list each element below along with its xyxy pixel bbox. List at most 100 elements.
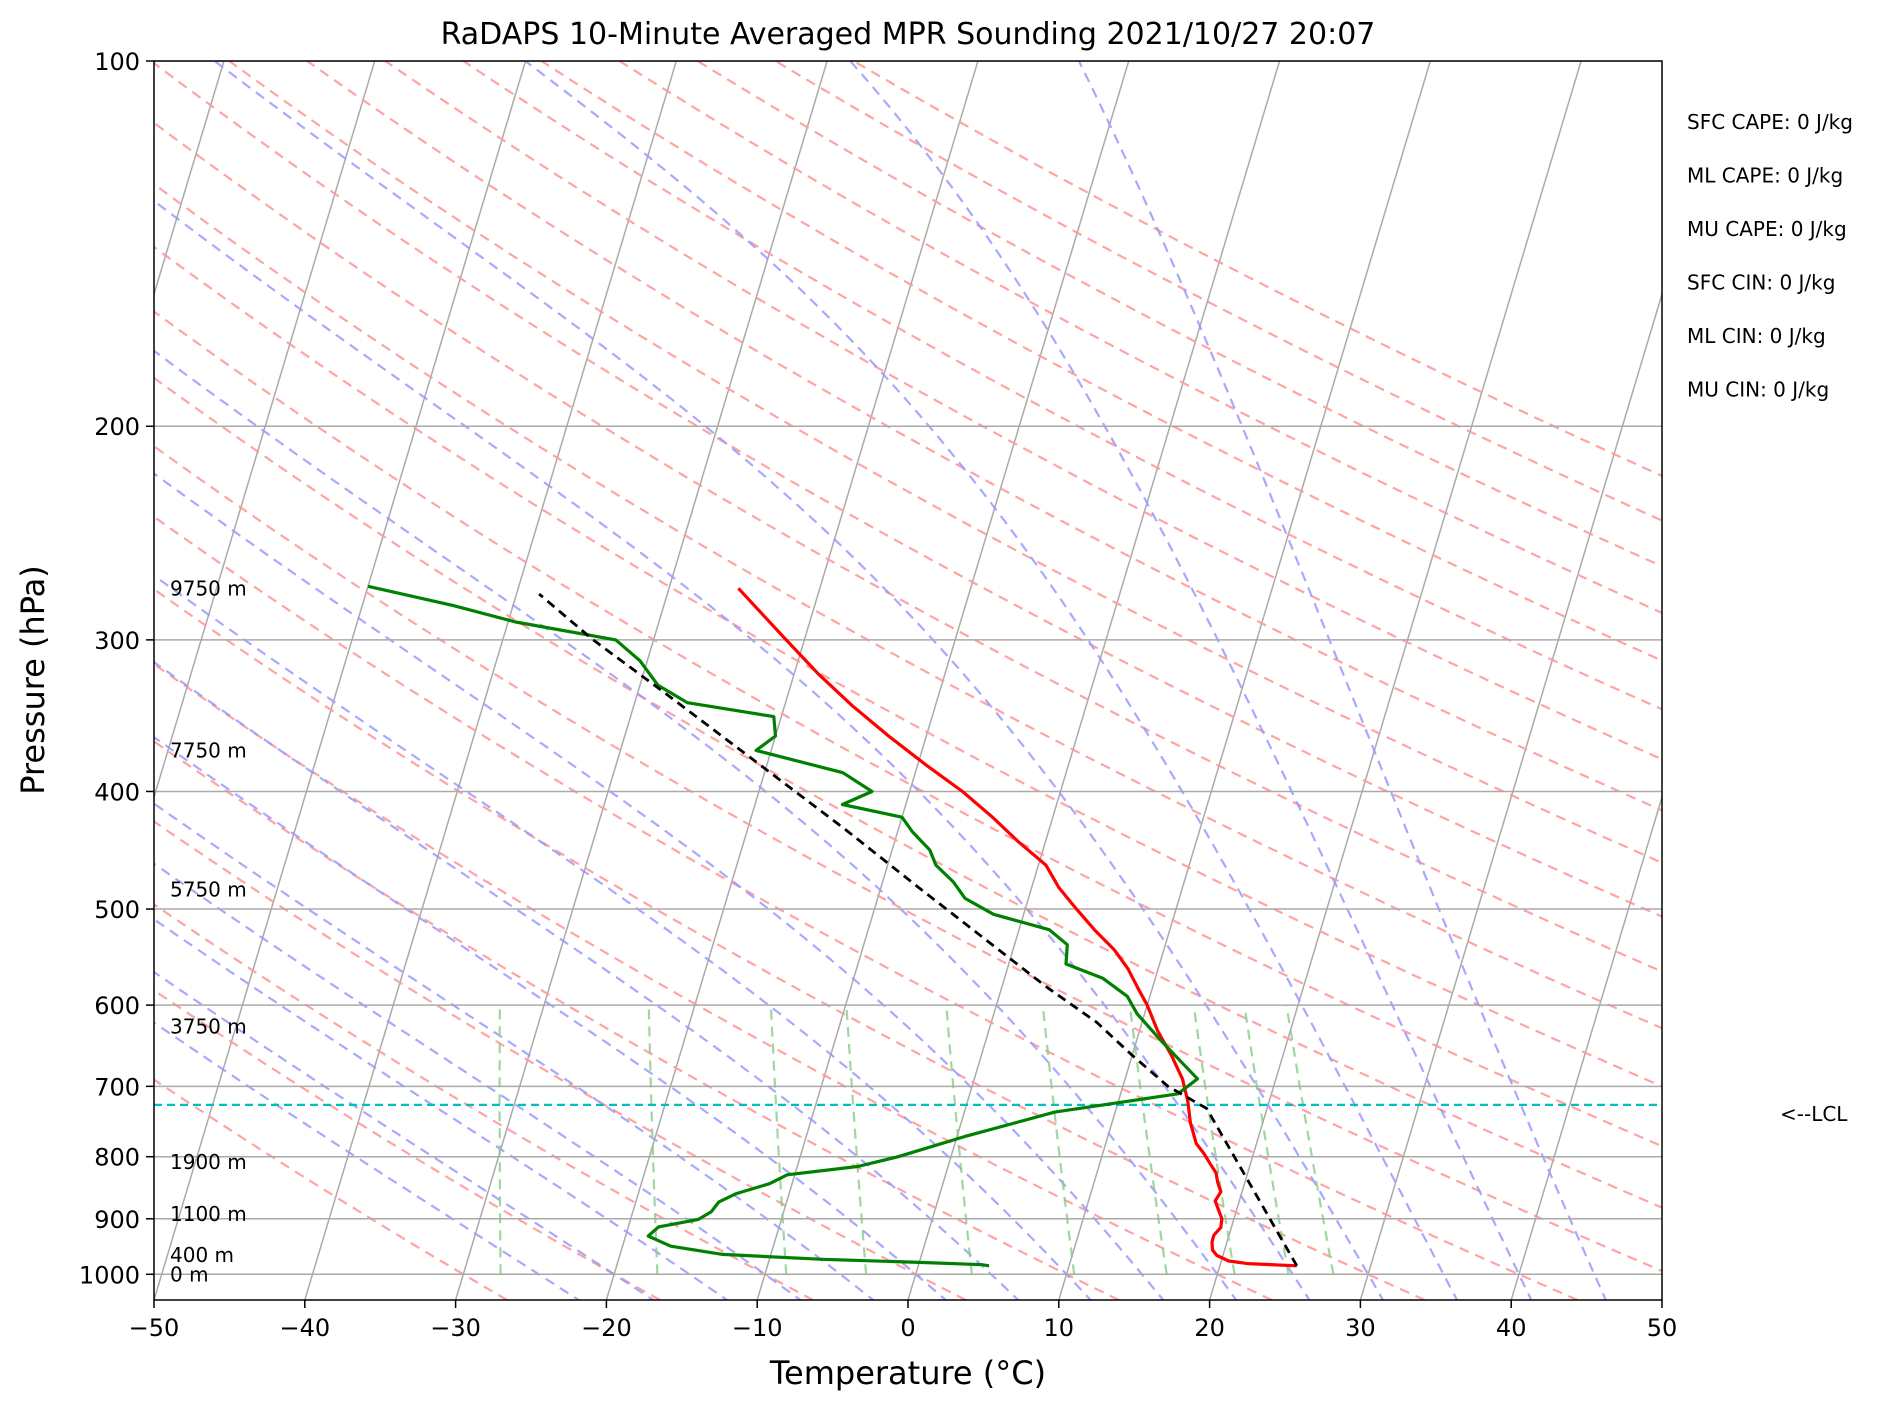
height-label: 0 m [170, 1262, 209, 1286]
dry-adiabat-line [154, 310, 1662, 1148]
mixing-ratio-line [1243, 1004, 1290, 1275]
plot-frame [153, 60, 1663, 1301]
dry-adiabat-line [154, 587, 1426, 1300]
dry-adiabat-line [306, 61, 1662, 812]
moist-adiabat-line [154, 574, 1093, 1300]
isotherm-line [154, 61, 376, 800]
moist-adiabat-line [213, 61, 1385, 1300]
x-tick-label: 0 [900, 1314, 915, 1342]
height-label: 400 m [170, 1243, 234, 1267]
y-tick-label: 300 [94, 627, 140, 655]
dewpoint-line [367, 584, 1200, 1268]
isotherm-line [605, 61, 979, 1300]
dry-adiabat-line [154, 820, 967, 1300]
mixing-ratio-line [1041, 1004, 1076, 1275]
moist-adiabat-line [154, 970, 656, 1300]
index-label: ML CAPE: 0 J/kg [1687, 164, 1843, 188]
isotherm-line [454, 61, 828, 1300]
dry-adiabat-line [154, 61, 1662, 918]
mixing-ratio-line [1285, 1004, 1335, 1275]
y-tick-label: 500 [94, 896, 140, 924]
moist-adiabat-line [154, 918, 729, 1300]
y-tick-label: 400 [94, 778, 140, 806]
index-label: SFC CAPE: 0 J/kg [1687, 110, 1853, 134]
y-tick-label: 200 [94, 413, 140, 441]
height-labels: 9750 m 7750 m 5750 m 3750 m 1900 m 1100 m 400 … [170, 576, 247, 1286]
dry-adiabat-line [154, 903, 814, 1300]
series-layer [367, 584, 1299, 1268]
y-tick-label: 700 [94, 1073, 140, 1101]
dry-adiabat-line [853, 61, 1662, 478]
isotherm-line [154, 61, 527, 1300]
y-tick-label: 100 [94, 48, 140, 76]
y-axis: 100 200 300 400 500 600 700 800 900 1000 [79, 48, 154, 1289]
isotherm-line [154, 61, 225, 297]
moist-adiabat-line [154, 472, 1165, 1300]
isotherm-line [907, 61, 1281, 1300]
mixing-ratio-line [769, 1005, 788, 1275]
x-tick-label: −30 [430, 1314, 481, 1342]
height-label: 7750 m [170, 738, 247, 762]
isotherm-line [1359, 291, 1662, 1300]
dry-adiabat-line [154, 182, 1662, 1030]
mixing-ratio-line [945, 1004, 973, 1275]
isotherm-line [1661, 1297, 1662, 1300]
dry-adiabat-line [154, 245, 1662, 1088]
moist-adiabat-line [524, 61, 1459, 1300]
chart-title: RaDAPS 10-Minute Averaged MPR Sounding 2… [441, 17, 1376, 52]
x-tick-label: −10 [732, 1314, 783, 1342]
moist-adiabat-line [154, 1021, 581, 1300]
dry-adiabat-line [154, 989, 661, 1300]
x-tick-label: 10 [1044, 1314, 1075, 1342]
x-tick-label: 50 [1647, 1314, 1678, 1342]
x-tick-label: 20 [1194, 1314, 1225, 1342]
moist-adiabat-line [154, 660, 1020, 1300]
background-lines [154, 61, 1662, 1300]
y-tick-label: 900 [94, 1206, 140, 1234]
y-tick-label: 600 [94, 992, 140, 1020]
isotherm-line [1058, 61, 1432, 1300]
x-tick-label: 30 [1345, 1314, 1376, 1342]
y-tick-label: 800 [94, 1144, 140, 1172]
mixing-ratio-line [845, 1005, 868, 1275]
dry-adiabat-line [154, 376, 1662, 1209]
x-tick-label: 40 [1496, 1314, 1527, 1342]
parcel-line [538, 592, 1299, 1267]
x-axis-label: Temperature (°C) [769, 1354, 1046, 1392]
dry-adiabat-line [154, 444, 1662, 1273]
moist-adiabat-line [154, 735, 948, 1300]
moist-adiabat-line [154, 349, 1238, 1300]
moist-adiabat-line [1077, 61, 1608, 1300]
y-tick-label: 1000 [79, 1261, 140, 1289]
dry-adiabat-line [540, 61, 1662, 662]
height-label: 1900 m [170, 1150, 247, 1174]
dry-adiabat-line [154, 1078, 508, 1300]
mixing-ratio-line [498, 1005, 502, 1275]
index-label: MU CIN: 0 J/kg [1687, 378, 1829, 402]
x-tick-label: −20 [581, 1314, 632, 1342]
lcl-label: <--LCL [1780, 1102, 1848, 1126]
x-axis: −50 −40 −30 −20 −10 0 10 20 30 40 50 [129, 1300, 1678, 1342]
dry-adiabat-line [154, 515, 1579, 1300]
dry-adiabat-line [618, 61, 1662, 615]
y-axis-label: Pressure (hPa) [14, 565, 52, 795]
height-label: 3750 m [170, 1015, 247, 1039]
moist-adiabat-line [849, 61, 1533, 1300]
moist-adiabat-line [154, 199, 1311, 1300]
mixing-ratio-line [1128, 1004, 1168, 1275]
isotherm-line [1510, 794, 1662, 1300]
isotherm-line [1208, 61, 1582, 1300]
dry-adiabat-line [154, 121, 1662, 973]
index-label: MU CAPE: 0 J/kg [1687, 217, 1847, 241]
pressure-gridlines [154, 61, 1662, 1276]
height-label: 1100 m [170, 1202, 247, 1226]
stability-indices: SFC CAPE: 0 J/kg ML CAPE: 0 J/kg MU CAPE: … [1687, 110, 1853, 402]
height-label: 9750 m [170, 576, 247, 600]
x-tick-label: −50 [129, 1314, 180, 1342]
index-label: SFC CIN: 0 J/kg [1687, 271, 1835, 295]
dry-adiabat-line [384, 61, 1662, 761]
temperature-line [737, 587, 1297, 1268]
dry-adiabat-line [696, 61, 1662, 568]
x-tick-label: −40 [279, 1314, 330, 1342]
